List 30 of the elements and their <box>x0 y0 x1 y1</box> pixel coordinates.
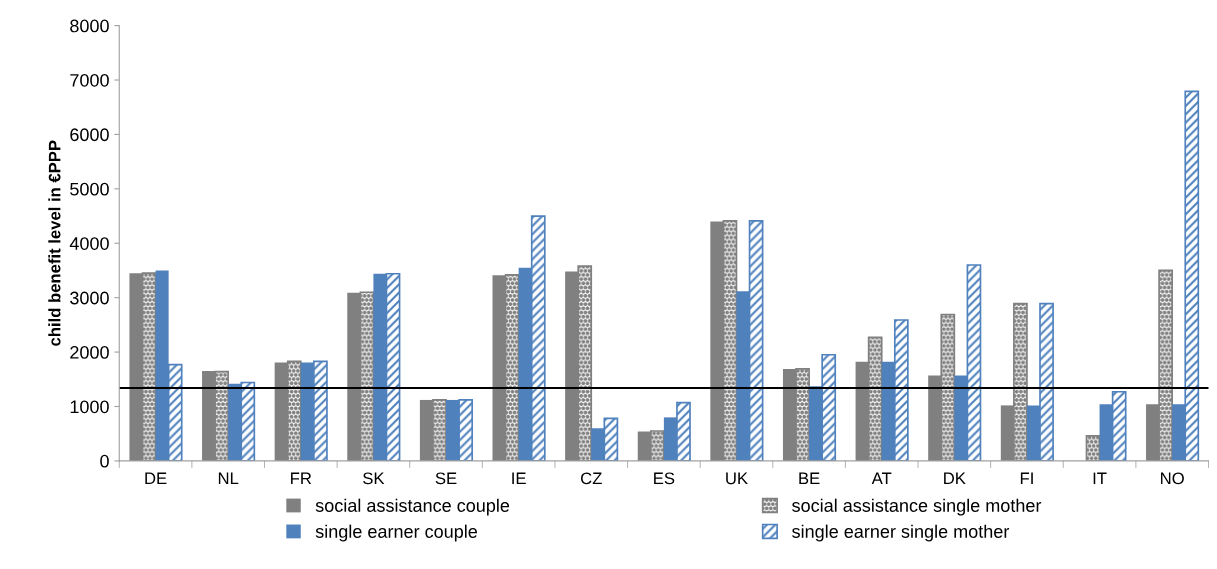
x-tick-label: NO <box>1161 472 1184 485</box>
x-tick-label: SK <box>363 472 385 485</box>
x-tick-label: ES <box>654 472 675 485</box>
y-tick-label: 7000 <box>70 73 109 87</box>
y-tick-label: 6000 <box>70 128 109 142</box>
y-axis-title: child benefit level in €PPP <box>48 140 61 346</box>
x-tick-label: DE <box>145 472 167 485</box>
x-tick-label: IT <box>1093 472 1107 485</box>
x-tick-label: DK <box>944 472 966 485</box>
legend-label: single earner single mother <box>792 524 1010 542</box>
y-tick-label: 2000 <box>70 346 109 359</box>
x-tick-label: UK <box>726 472 748 485</box>
x-tick-label: AT <box>871 472 892 485</box>
y-tick-label: 3000 <box>70 291 109 305</box>
bar <box>1085 435 1101 461</box>
x-tick-label: IE <box>512 472 526 485</box>
x-tick-label: CZ <box>581 472 602 485</box>
x-tick-label: SE <box>435 472 457 485</box>
x-tick-label: FR <box>291 472 312 485</box>
y-tick-label: 5000 <box>70 182 109 196</box>
y-tick-label: 4000 <box>69 237 109 250</box>
legend-label: social assistance couple <box>315 498 510 516</box>
y-tick-label: 1000 <box>70 400 109 414</box>
x-tick-label: BE <box>799 472 820 485</box>
legend-label: social assistance single mother <box>792 498 1042 516</box>
y-tick-label: 0 <box>100 454 109 468</box>
y-tick-label: 8000 <box>70 19 109 33</box>
x-tick-label: NL <box>218 472 239 485</box>
x-tick-label: FI <box>1020 472 1033 485</box>
legend-label: single earner couple <box>315 524 477 542</box>
